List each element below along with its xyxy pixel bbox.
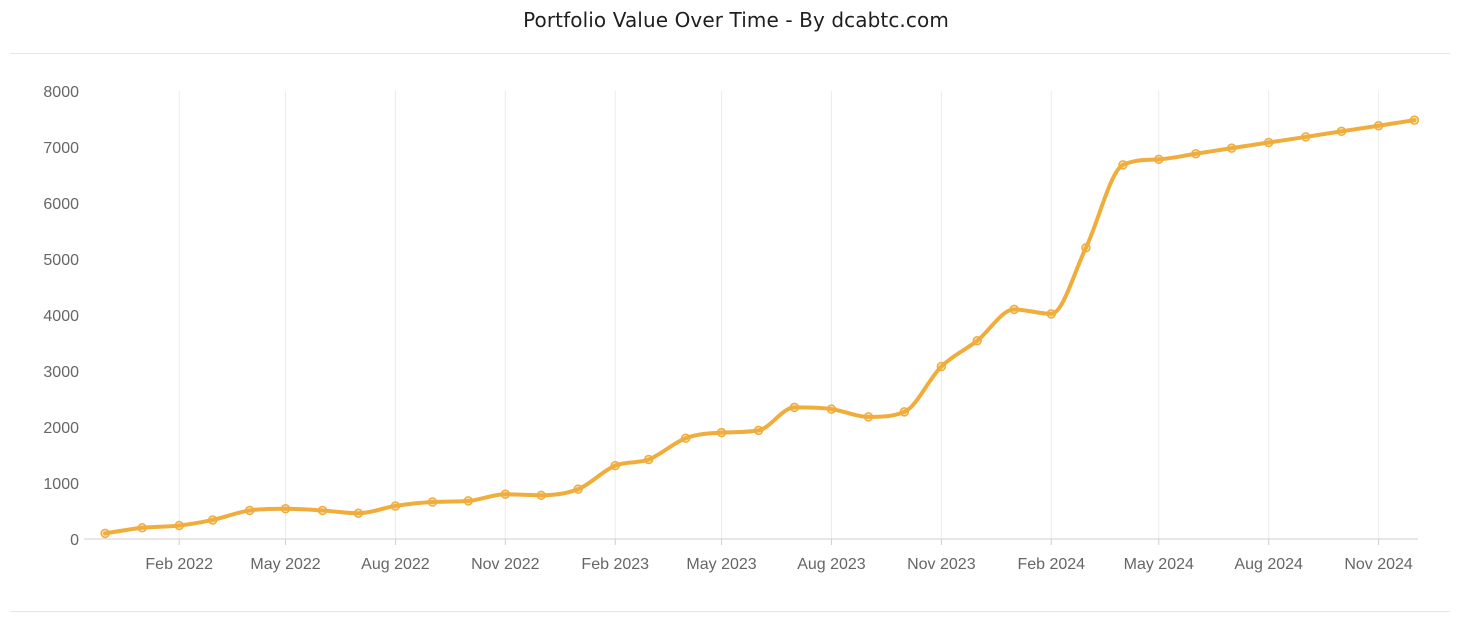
x-tick-label: Nov 2023 [907,556,976,573]
data-point[interactable] [680,433,691,443]
x-tick-label: Aug 2023 [797,556,866,573]
x-tick-label: Nov 2022 [471,556,540,573]
data-point[interactable] [1118,160,1128,170]
x-tick-label: Aug 2022 [361,556,430,573]
x-tick-labels: Feb 2022 May 2022 Aug 2022 Nov 2022 Feb 2023… [145,556,1413,573]
series-line [103,118,1417,536]
x-tick-label: Feb 2024 [1017,556,1085,573]
data-point[interactable] [463,496,474,506]
data-point[interactable] [1009,304,1019,315]
data-point[interactable] [500,489,511,499]
x-tick-label: May 2024 [1124,556,1194,573]
data-point[interactable] [1373,120,1384,131]
y-tick-label: 2000 [43,420,79,437]
data-point[interactable] [353,508,364,518]
data-point[interactable] [317,505,328,516]
y-tick-label: 7000 [43,140,79,157]
data-point[interactable] [1336,126,1347,137]
y-tick-labels: 0 1000 2000 3000 4000 5000 6000 7000 8000 [43,84,79,549]
data-point[interactable] [1081,243,1091,253]
axes [84,538,1418,545]
x-tick-label: Feb 2023 [581,556,649,573]
x-tick-label: Nov 2024 [1344,556,1413,573]
data-point[interactable] [789,402,800,413]
data-point[interactable] [536,490,546,501]
data-point[interactable] [207,515,218,525]
data-point[interactable] [1046,309,1057,319]
y-tick-label: 3000 [43,364,79,381]
data-point[interactable] [280,504,291,514]
footer-divider [10,611,1450,612]
data-point[interactable] [100,528,110,539]
y-tick-label: 6000 [43,196,79,213]
data-point[interactable] [1154,154,1164,165]
data-point[interactable] [826,404,837,414]
data-point[interactable] [863,412,874,422]
data-point[interactable] [643,454,654,465]
data-point[interactable] [390,501,401,511]
y-tick-label: 5000 [43,252,79,269]
data-point[interactable] [716,427,727,438]
data-point[interactable] [1300,132,1311,142]
x-tick-label: May 2022 [250,556,320,573]
x-tick-label: Feb 2022 [145,556,213,573]
data-point[interactable] [899,407,910,417]
data-point[interactable] [753,425,764,436]
series [100,115,1420,539]
y-tick-label: 0 [70,532,79,549]
data-point[interactable] [936,361,947,372]
data-point[interactable] [573,484,583,494]
chart-title: Portfolio Value Over Time - By dcabtc.co… [523,8,949,32]
y-tick-label: 1000 [43,476,79,493]
y-tick-label: 4000 [43,308,79,325]
data-point[interactable] [427,497,438,507]
x-tick-label: May 2023 [686,556,756,573]
header-divider [10,53,1450,54]
data-point[interactable] [244,505,255,516]
data-point[interactable] [137,523,147,533]
data-point[interactable] [610,460,620,471]
data-point[interactable] [972,336,982,346]
y-tick-label: 8000 [43,84,79,101]
data-point[interactable] [1263,137,1274,148]
data-point[interactable] [1226,143,1237,153]
data-point[interactable] [1191,148,1201,159]
data-point[interactable] [174,520,184,531]
gridlines [178,91,1380,539]
data-point[interactable] [1409,115,1420,125]
x-tick-label: Aug 2024 [1234,556,1303,573]
